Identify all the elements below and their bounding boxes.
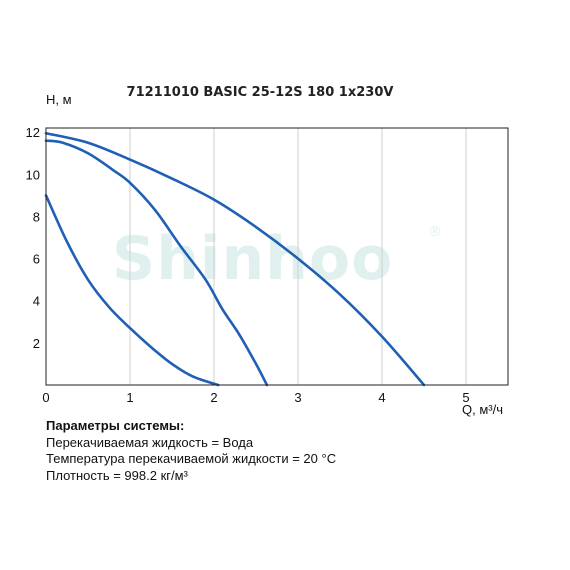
pump-curve-1 xyxy=(44,194,220,387)
pump-curve-3 xyxy=(44,131,426,387)
x-tick-label: 0 xyxy=(42,390,49,405)
system-parameters: Параметры системы: Перекачиваемая жидкос… xyxy=(46,418,336,484)
parameter-temperature: Температура перекачиваемой жидкости = 20… xyxy=(46,451,337,466)
x-axis-label: Q, м³/ч xyxy=(462,402,503,417)
y-tick-label: 12 xyxy=(26,125,40,140)
y-tick-label: 2 xyxy=(33,336,40,351)
x-ticks: 0 1 2 3 4 5 xyxy=(42,390,469,405)
pump-curve-2 xyxy=(44,139,269,387)
x-tick-label: 3 xyxy=(294,390,301,405)
grid xyxy=(129,128,467,385)
y-tick-label: 4 xyxy=(33,294,40,309)
y-ticks: 2 4 6 8 10 12 xyxy=(26,125,40,351)
y-tick-label: 10 xyxy=(26,167,40,182)
x-tick-label: 4 xyxy=(378,390,385,405)
x-tick-label: 5 xyxy=(462,390,469,405)
y-axis-label: H, м xyxy=(46,92,72,107)
x-tick-label: 2 xyxy=(210,390,217,405)
chart-title: 71211010 BASIC 25-12S 180 1x230V xyxy=(127,85,394,100)
y-tick-label: 8 xyxy=(33,209,40,224)
watermark-text: Shinhoo xyxy=(112,224,393,294)
parameter-density: Плотность = 998.2 кг/м³ xyxy=(46,467,188,483)
curves xyxy=(44,131,426,387)
parameter-fluid: Перекачиваемая жидкость = Вода xyxy=(46,434,254,450)
x-tick-label: 1 xyxy=(126,390,133,405)
watermark-registered-mark: ® xyxy=(428,224,442,240)
watermark: Shinhoo ® xyxy=(112,224,442,294)
system-parameters-title: Параметры системы: xyxy=(46,418,185,433)
y-tick-label: 6 xyxy=(33,252,40,267)
plot-frame xyxy=(45,127,509,386)
